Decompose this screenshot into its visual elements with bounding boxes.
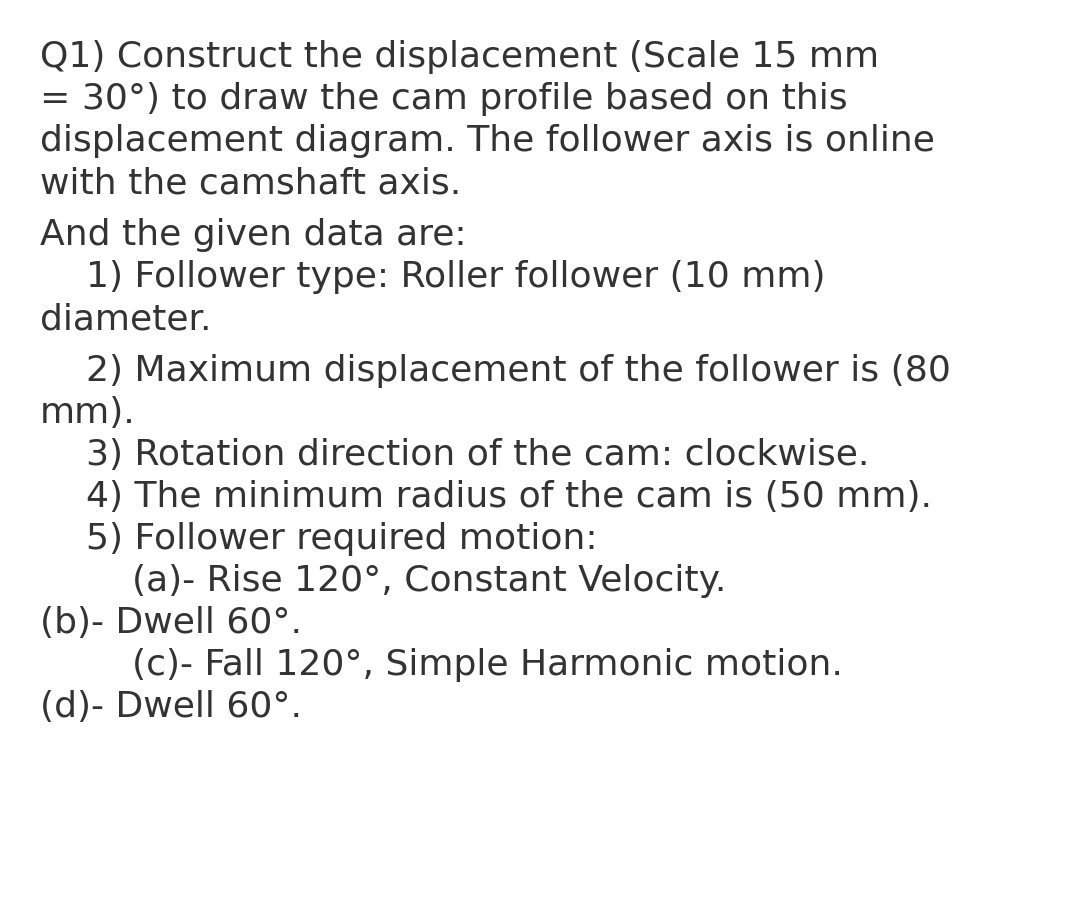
Text: 4) The minimum radius of the cam is (50 mm).: 4) The minimum radius of the cam is (50 … (40, 480, 932, 514)
Text: (a)- Rise 120°, Constant Velocity.: (a)- Rise 120°, Constant Velocity. (40, 564, 727, 598)
Text: Q1) Construct the displacement (Scale 15 mm: Q1) Construct the displacement (Scale 15… (40, 40, 879, 74)
Text: 5) Follower required motion:: 5) Follower required motion: (40, 522, 597, 556)
Text: (b)- Dwell 60°.: (b)- Dwell 60°. (40, 606, 302, 640)
Text: diameter.: diameter. (40, 302, 212, 336)
Text: And the given data are:: And the given data are: (40, 218, 467, 252)
Text: (c)- Fall 120°, Simple Harmonic motion.: (c)- Fall 120°, Simple Harmonic motion. (40, 648, 842, 682)
Text: 3) Rotation direction of the cam: clockwise.: 3) Rotation direction of the cam: clockw… (40, 438, 869, 472)
Text: 1) Follower type: Roller follower (10 mm): 1) Follower type: Roller follower (10 mm… (40, 260, 825, 294)
Text: with the camshaft axis.: with the camshaft axis. (40, 166, 461, 200)
Text: = 30°) to draw the cam profile based on this: = 30°) to draw the cam profile based on … (40, 82, 848, 116)
Text: mm).: mm). (40, 396, 136, 430)
Text: (d)- Dwell 60°.: (d)- Dwell 60°. (40, 690, 302, 724)
Text: 2) Maximum displacement of the follower is (80: 2) Maximum displacement of the follower … (40, 354, 950, 388)
Text: displacement diagram. The follower axis is online: displacement diagram. The follower axis … (40, 124, 935, 158)
